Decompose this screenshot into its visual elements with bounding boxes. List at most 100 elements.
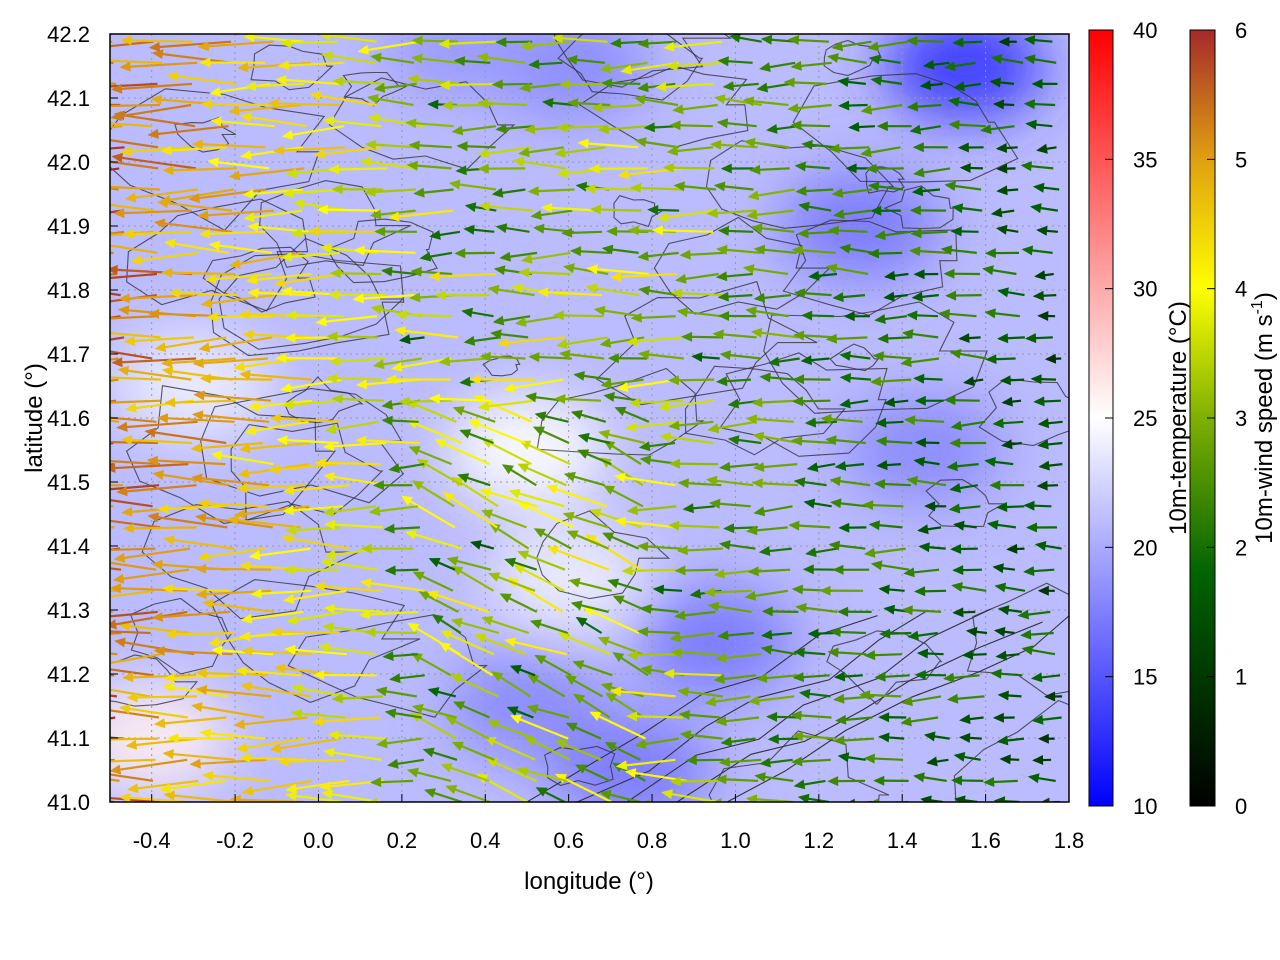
wind-vector-head <box>188 193 200 203</box>
wind-vector-head <box>883 270 896 281</box>
wind-vector-head <box>603 392 615 402</box>
wind-vector-head <box>1021 645 1034 656</box>
wind-vector-head <box>280 383 292 393</box>
wind-vector-head <box>329 356 341 367</box>
wind-vector-head <box>250 588 262 599</box>
wind-vector-head <box>147 128 159 139</box>
wind-vector-head <box>940 245 953 255</box>
wind-vector-head <box>511 283 523 294</box>
wind-vector-head <box>759 757 771 768</box>
wind-vector-head <box>989 77 1001 88</box>
wind-vector-head <box>541 203 553 213</box>
wind-vector <box>539 290 602 297</box>
wind-vector <box>241 756 307 761</box>
wind-vector-head <box>291 683 303 694</box>
wind-vector-head <box>554 147 566 158</box>
temperature-colorbar: 10 15 20 25 30 35 40 10m-temperature (°C) <box>1088 18 1192 819</box>
wind-vector-head <box>41 632 52 642</box>
wind-vector-head <box>281 533 293 544</box>
wind-vector-head <box>79 703 91 713</box>
wind-vector-head <box>559 79 570 90</box>
wind-vector-head <box>445 716 458 726</box>
wind-vector-head <box>754 772 766 782</box>
wind-vector-head <box>638 285 651 296</box>
wind-vector <box>396 328 459 339</box>
wind-vector-head <box>563 263 575 274</box>
x-tick-label: 1.2 <box>804 828 835 853</box>
wind-vector-head <box>284 644 296 655</box>
wind-vector-head <box>800 355 812 366</box>
wind-vector-head <box>44 584 55 594</box>
wind-vector-head <box>718 311 730 321</box>
wind-vector-head <box>914 586 926 597</box>
wind-vector-head <box>872 351 884 362</box>
wind-vector-head <box>163 535 175 545</box>
wind-vector-head <box>679 249 691 260</box>
wind-vector-head <box>959 163 971 173</box>
wind-vector <box>126 188 198 200</box>
wind-vector-head <box>234 508 247 519</box>
wind-vector-head <box>38 522 49 532</box>
x-axis: -0.4 -0.2 0.0 0.2 0.4 0.6 0.8 1.0 1.2 1.4 1.6 1.8 <box>133 794 1084 853</box>
wind-vector-head <box>29 683 41 693</box>
wind-vector-head <box>837 77 849 87</box>
wind-vector <box>663 791 719 802</box>
wind-vector-head <box>801 310 813 321</box>
terrain-contour <box>705 140 895 229</box>
wind-vector <box>110 694 118 698</box>
wind-vector <box>279 758 346 763</box>
wind-vector-head <box>873 775 885 786</box>
wind-vector-head <box>519 440 532 450</box>
wind-vector-head <box>679 730 692 740</box>
wind-vector-head <box>612 652 625 663</box>
wind-vector-head <box>195 563 207 574</box>
wind-vector-head <box>372 359 385 370</box>
y-tick-label: 41.2 <box>47 662 90 687</box>
wind-vector-head <box>535 787 548 797</box>
wind-vector-head <box>33 247 44 257</box>
wind-vector-head <box>82 198 94 208</box>
wind-vector-head <box>84 181 95 191</box>
wind-vector-head <box>239 752 251 763</box>
wind-vector <box>121 796 189 802</box>
wind-vector-head <box>669 120 681 131</box>
wind-vector-head <box>1037 585 1049 596</box>
wind-vector-head <box>554 740 567 750</box>
wind-vector-head <box>240 613 253 624</box>
wind-vector-head <box>1036 143 1048 154</box>
wind-vector-head <box>411 53 423 64</box>
wind-vector <box>435 439 491 466</box>
wind-vector <box>245 35 304 43</box>
wind-vector <box>194 357 268 365</box>
wind-vector-head <box>1020 629 1032 640</box>
wind-vector-head <box>791 731 804 742</box>
wind-vector-head <box>924 501 936 512</box>
wind-vector-head <box>873 479 886 489</box>
wind-vector <box>469 419 526 445</box>
wind-vector-head <box>612 595 625 605</box>
terrain-contour <box>978 378 1069 447</box>
wind-vector-head <box>518 267 530 278</box>
wind-vector-head <box>705 475 718 486</box>
wind-vector-head <box>666 60 678 71</box>
wind-vector <box>246 82 305 88</box>
wind-vector-head <box>828 143 840 154</box>
wind-vector-head <box>438 356 451 367</box>
wind-vector-head <box>407 767 419 778</box>
wind-vector-head <box>913 167 925 178</box>
wind-vector-head <box>615 760 628 771</box>
wind-vector-head <box>39 643 51 653</box>
wind-vector <box>657 82 714 89</box>
wind-vector-head <box>727 435 740 445</box>
temperature-region <box>634 587 795 697</box>
x-tick-label: 0.4 <box>470 828 501 853</box>
wind-vector <box>110 441 159 445</box>
wind-vector-head <box>290 228 302 239</box>
wind-vector <box>110 376 161 381</box>
wind-vector-head <box>910 228 922 239</box>
colorbar-tick-label: 10 <box>1133 794 1157 819</box>
wind-vector-head <box>199 728 211 739</box>
wind-vector-head <box>574 764 587 774</box>
wind-vector <box>164 167 237 172</box>
wind-vector <box>286 648 347 656</box>
